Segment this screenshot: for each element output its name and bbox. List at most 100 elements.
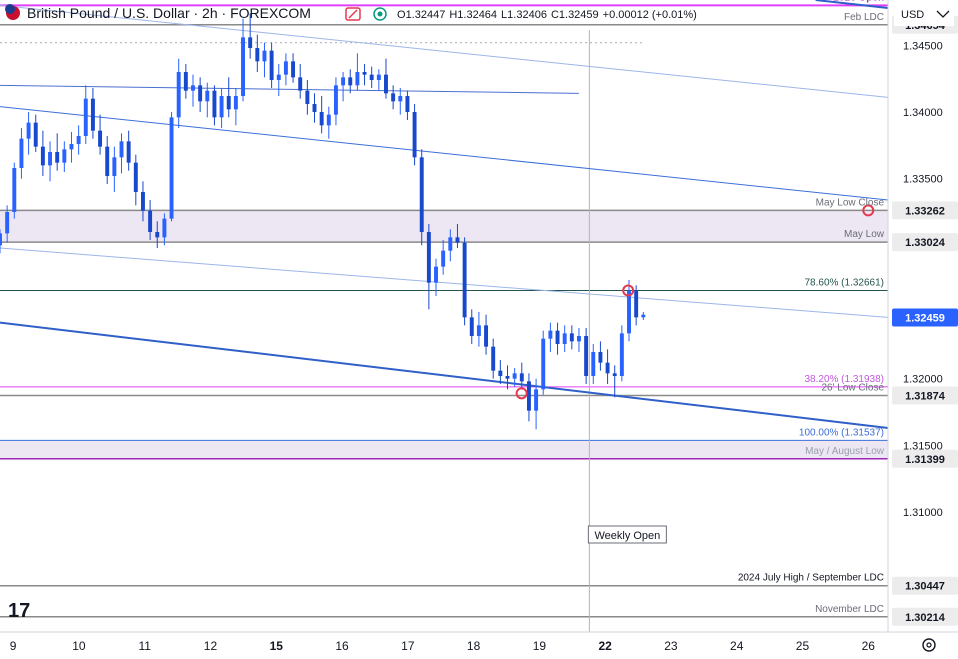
reference-lines-layer [0, 4, 888, 632]
date-tick-label: 25 [796, 639, 810, 653]
candle-body [319, 112, 324, 126]
support-resistance-zone [0, 210, 888, 243]
candle [541, 330, 546, 395]
candle [612, 365, 617, 398]
candle [384, 58, 388, 99]
header: British Pound / U.S. Dollar · 2h · FOREX… [5, 4, 697, 21]
price-tag-label: 1.31874 [905, 390, 946, 402]
candle [598, 341, 603, 371]
candle-body [419, 157, 424, 232]
touch-marker [515, 387, 528, 400]
candle-body [634, 290, 639, 318]
candle-body [205, 90, 210, 102]
candle-body [391, 93, 396, 102]
candle-body [55, 152, 60, 163]
candle-body [148, 210, 153, 232]
candle-body [233, 96, 238, 110]
trend-line [0, 106, 889, 201]
candle-body [90, 98, 95, 131]
currency-selector[interactable]: USD [894, 2, 954, 26]
candle-body [333, 85, 338, 115]
candle-body [376, 74, 381, 80]
candle [591, 344, 596, 384]
usd-flag-icon [5, 4, 15, 14]
candle-body [441, 250, 446, 267]
price-tag-bg [892, 201, 958, 220]
candle [326, 106, 331, 139]
candle [526, 373, 531, 422]
candle-body [76, 136, 81, 144]
candle-body [348, 77, 353, 86]
candle [448, 229, 453, 262]
candle [148, 200, 153, 240]
candle-body [326, 114, 331, 126]
candle-body [469, 317, 474, 336]
candle [291, 53, 296, 83]
trendlines-layer [0, 0, 889, 429]
candle [462, 237, 467, 326]
market-status-dot [377, 11, 383, 17]
candle-body [176, 72, 181, 118]
candle [319, 96, 324, 134]
ohlc-readout: O1.32447 H1.32464 L1.32406 C1.32459 +0.00012… [397, 9, 697, 21]
c-label: C [551, 9, 559, 21]
candle [548, 322, 553, 352]
level-label: 100.00% (1.31537) [799, 427, 884, 438]
price-tick-label: 1.32000 [903, 374, 943, 386]
gear-icon[interactable] [922, 638, 936, 652]
candle-body [48, 152, 53, 166]
candle [312, 93, 317, 123]
weekly-open-tag: Weekly Open [587, 525, 667, 544]
candle [555, 322, 560, 355]
tradingview-logo[interactable]: 17 [8, 600, 30, 622]
candle-body [291, 61, 296, 78]
candle-body [241, 37, 245, 96]
flag-marker-icon[interactable] [345, 7, 361, 21]
candle-body [398, 96, 403, 102]
candle [33, 114, 38, 152]
candle-body [512, 373, 517, 379]
candle-body [69, 144, 74, 150]
candle-body [505, 376, 510, 379]
candle-body [255, 48, 260, 62]
candle [12, 162, 17, 219]
price-tag-label: 1.33262 [905, 205, 945, 217]
c-value: 1.32459 [559, 9, 599, 21]
candle-body [219, 96, 224, 118]
trend-line [0, 247, 889, 318]
candle [212, 85, 217, 126]
price-axis[interactable]: 1.34500 1.34000 1.33500 1.32000 1.31500 1.310… [903, 40, 943, 519]
candle [426, 224, 431, 310]
candle-body [519, 373, 524, 382]
candle-body [498, 370, 503, 376]
candle [355, 53, 360, 91]
candle-body [627, 290, 631, 334]
candle-body [355, 72, 360, 86]
candle [169, 112, 174, 222]
candle-body [405, 96, 410, 112]
candle-body [548, 330, 553, 339]
support-resistance-zone [0, 440, 888, 459]
h-value: 1.32464 [457, 9, 497, 21]
candle [241, 18, 245, 102]
candle-body [412, 112, 417, 158]
candle [162, 213, 167, 246]
gear-icon-ring [922, 638, 936, 652]
symbol-title[interactable]: British Pound / U.S. Dollar · 2h · FOREX… [27, 5, 311, 21]
level-label: 38.20% (1.31938) [804, 374, 884, 385]
candle-body [369, 74, 374, 80]
candle [48, 141, 53, 182]
candle-body [591, 352, 596, 376]
trend-line [0, 4, 889, 98]
candle [619, 325, 624, 382]
time-axis[interactable]: 9 10 11 12 15 16 17 18 19 22 23 24 25 26 [10, 639, 875, 653]
candle-body [584, 336, 589, 376]
currency-selector-bg[interactable] [894, 2, 954, 26]
candle-body [569, 333, 574, 342]
candle [255, 34, 260, 72]
candle [562, 325, 567, 352]
price-tag-label: 1.32459 [905, 312, 945, 324]
candle-body [384, 74, 388, 94]
